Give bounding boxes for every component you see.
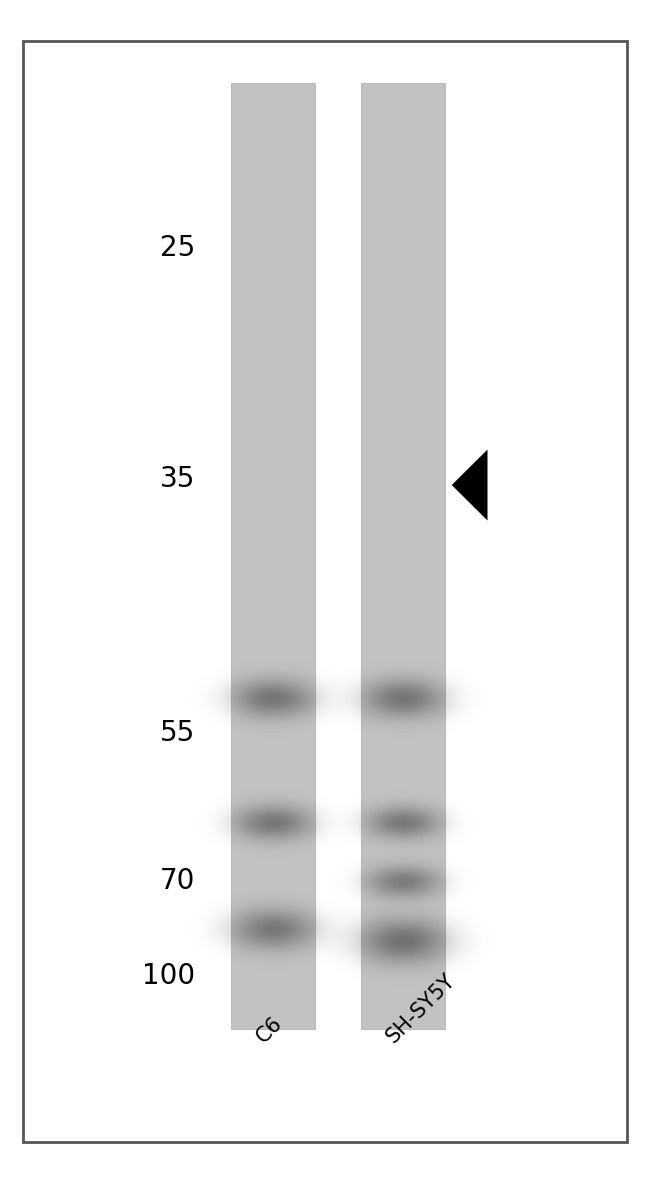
Text: 70: 70 [160, 867, 195, 896]
Bar [361, 83, 445, 1029]
Text: C6: C6 [252, 1013, 286, 1047]
Text: 35: 35 [160, 465, 195, 493]
Text: 25: 25 [160, 234, 195, 263]
Polygon shape [452, 450, 488, 521]
Text: 100: 100 [142, 962, 195, 990]
Text: SH-SY5Y: SH-SY5Y [382, 970, 459, 1047]
Bar [231, 83, 315, 1029]
Text: 55: 55 [160, 719, 195, 748]
